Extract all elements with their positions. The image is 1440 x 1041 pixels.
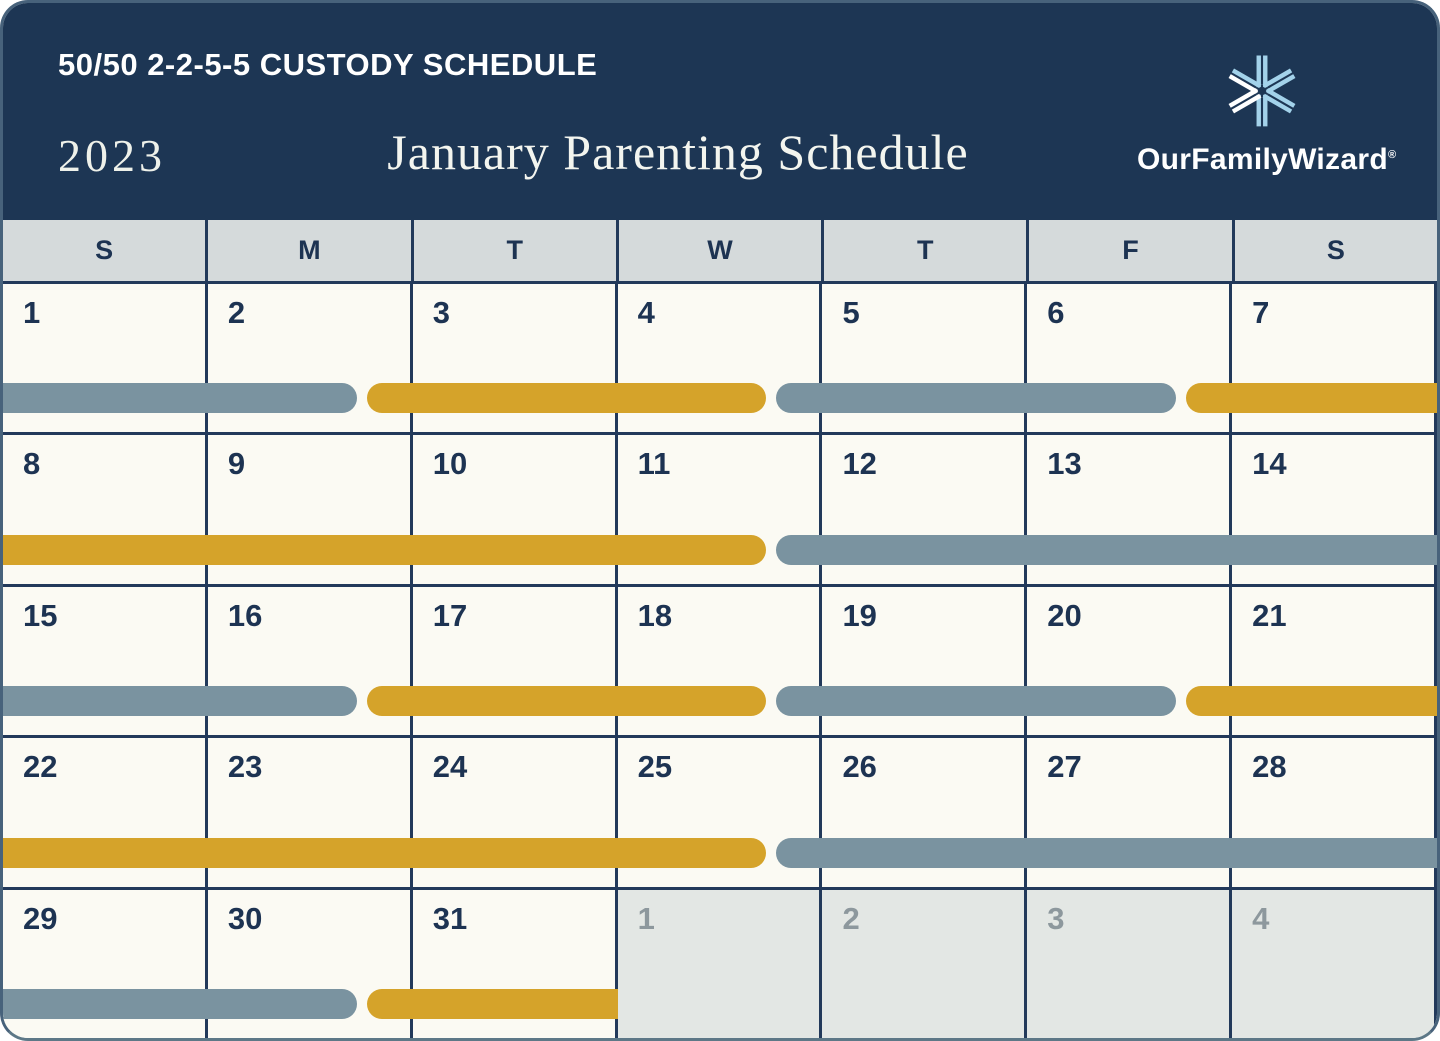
dow-label: T — [506, 235, 523, 265]
day-number: 13 — [1047, 446, 1082, 482]
day-number: 8 — [23, 446, 41, 482]
dow-label: W — [707, 235, 733, 265]
day-cell-next-month-1: 1 — [617, 889, 823, 1038]
day-number: 7 — [1252, 295, 1270, 330]
day-number: 16 — [227, 597, 263, 633]
dow-label: T — [917, 235, 934, 265]
dow-label: F — [1122, 235, 1139, 265]
custody-bar-slate — [776, 534, 1437, 565]
dow-label: S — [1326, 235, 1345, 265]
custody-bar-gold — [366, 383, 767, 414]
custody-bar-gold — [3, 837, 767, 868]
day-cell-next-month-2: 2 — [822, 889, 1028, 1038]
day-number: 22 — [23, 749, 58, 785]
day-number: 5 — [842, 295, 860, 330]
day-number: 2 — [227, 295, 246, 330]
asterisk-logo-icon — [1228, 55, 1296, 127]
dow-label: S — [95, 235, 114, 265]
day-number: 4 — [637, 295, 655, 330]
day-number: 9 — [227, 446, 246, 482]
registered-mark: ® — [1387, 149, 1397, 161]
custody-bar-gold — [1185, 383, 1437, 414]
dow-cell-3: W — [619, 220, 825, 281]
day-number: 12 — [842, 446, 877, 482]
custody-bar-gold — [3, 534, 767, 565]
dow-cell-6: S — [1235, 220, 1437, 281]
day-number: 24 — [432, 749, 468, 785]
day-number: 17 — [432, 597, 468, 633]
week-row-3: 15 16 17 18 19 20 21 — [3, 586, 1437, 739]
dow-cell-4: T — [824, 220, 1030, 281]
calendar-grid: 1 2 3 4 5 6 7 8 9 10 11 12 13 14 15 16 17 18 19 20 21 22 23 24 2… — [3, 284, 1437, 1038]
day-number: 26 — [842, 749, 877, 785]
day-number: 15 — [23, 597, 58, 633]
day-number: 23 — [227, 749, 263, 785]
day-number: 3 — [1047, 900, 1065, 936]
calendar-header: 50/50 2-2-5-5 CUSTODY SCHEDULE 2023 Janu… — [3, 3, 1437, 220]
day-number: 31 — [432, 900, 468, 936]
day-number: 19 — [842, 597, 877, 633]
ourfamilywizard-logo: OurFamilyWizard® — [1137, 43, 1396, 177]
dow-cell-5: F — [1029, 220, 1235, 281]
dow-cell-2: T — [414, 220, 619, 281]
dow-label: M — [298, 235, 321, 265]
brand-wordmark: OurFamilyWizard® — [1137, 143, 1396, 177]
custody-bar-slate — [3, 686, 357, 717]
year-label: 2023 — [58, 130, 166, 181]
custody-bar-slate — [3, 989, 357, 1020]
custody-bar-slate — [776, 837, 1437, 868]
day-number: 28 — [1252, 749, 1287, 785]
day-number: 20 — [1047, 597, 1082, 633]
day-cell-next-month-3: 3 — [1027, 889, 1233, 1038]
day-number: 2 — [842, 900, 860, 936]
page-title: January Parenting Schedule — [387, 124, 969, 180]
day-number: 4 — [1252, 900, 1270, 936]
day-number: 11 — [637, 446, 671, 482]
schedule-type-label: 50/50 2-2-5-5 CUSTODY SCHEDULE — [58, 47, 598, 82]
day-cell-next-month-4: 4 — [1232, 889, 1437, 1038]
custody-bar-gold — [1185, 686, 1437, 717]
day-number: 18 — [637, 597, 673, 633]
dow-cell-1: M — [208, 220, 414, 281]
custody-bar-slate — [776, 686, 1176, 717]
day-number: 1 — [23, 295, 41, 330]
dow-cell-0: S — [3, 220, 209, 281]
day-number: 21 — [1252, 597, 1287, 633]
day-number: 10 — [432, 446, 468, 482]
day-number: 29 — [23, 900, 58, 936]
day-number: 6 — [1047, 295, 1065, 330]
day-number: 1 — [637, 900, 655, 936]
custody-bar-gold — [366, 686, 767, 717]
custody-bar-slate — [3, 383, 357, 414]
custody-bar-slate — [776, 383, 1176, 414]
week-row-1: 1 2 3 4 5 6 7 — [3, 284, 1437, 436]
custody-bar-gold — [366, 989, 618, 1020]
week-row-5: 29 30 31 1 2 3 4 — [3, 889, 1437, 1038]
week-row-4: 22 23 24 25 26 27 28 — [3, 738, 1437, 890]
week-row-2: 8 9 10 11 12 13 14 — [3, 435, 1437, 587]
brand-name: OurFamilyWizard — [1137, 143, 1388, 176]
day-number: 3 — [432, 295, 450, 330]
day-number: 25 — [637, 749, 673, 785]
day-number: 14 — [1252, 446, 1287, 482]
day-number: 30 — [227, 900, 263, 936]
day-number: 27 — [1047, 749, 1082, 785]
